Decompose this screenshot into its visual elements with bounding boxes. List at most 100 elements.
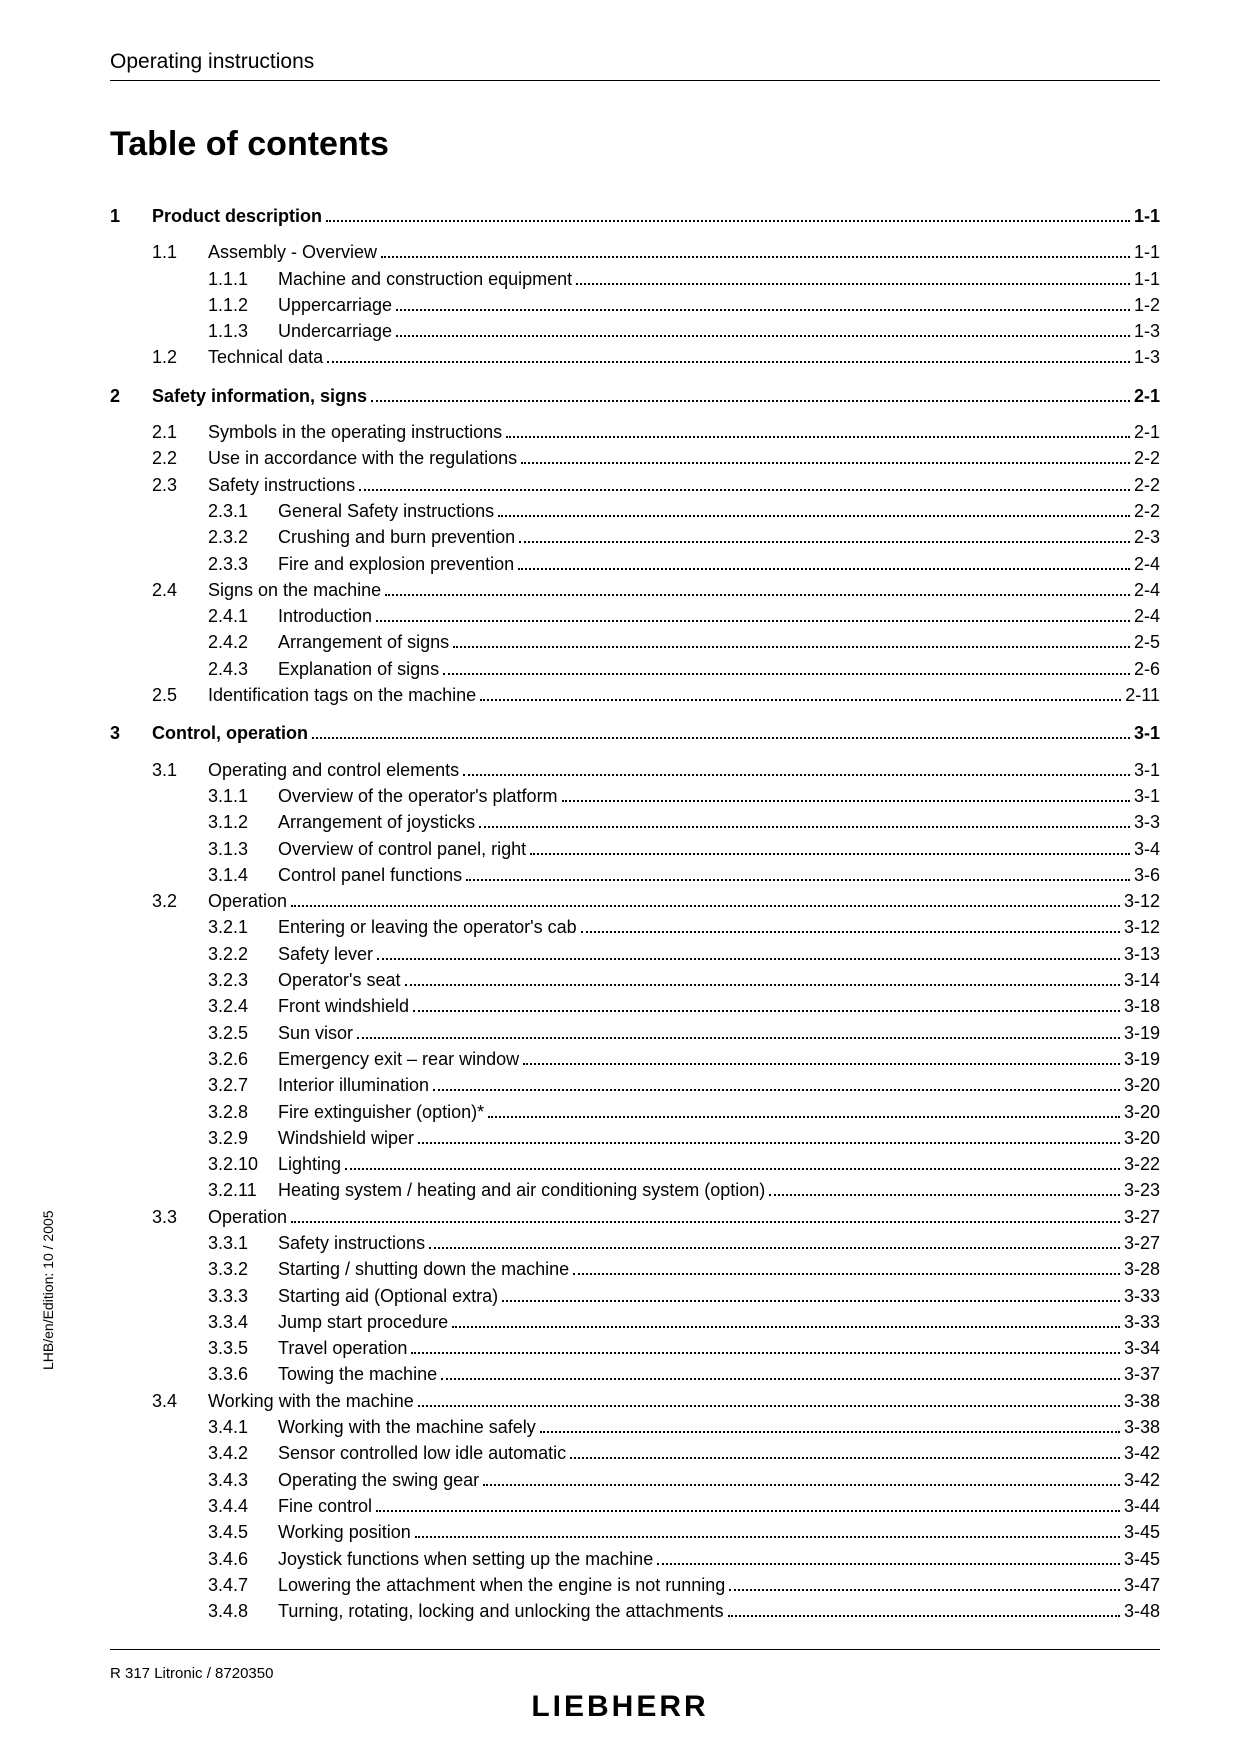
toc-subsection: 3.4.2Sensor controlled low idle automati…: [110, 1441, 1160, 1465]
toc-subsection: 3.2.9Windshield wiper 3-20: [110, 1126, 1160, 1150]
toc-subsection-num: 1.1.1: [208, 267, 278, 291]
toc-subsection-num: 3.1.4: [208, 863, 278, 887]
toc-chapter-num: 2: [110, 384, 152, 408]
toc-subsection: 3.2.4Front windshield 3-18: [110, 994, 1160, 1018]
toc-subsection-page: 3-27: [1124, 1231, 1160, 1255]
toc-section-page: 2-2: [1134, 473, 1160, 497]
toc-subsection: 3.4.1Working with the machine safely 3-3…: [110, 1415, 1160, 1439]
toc-subsection-title: Operating the swing gear: [278, 1468, 479, 1492]
toc-subsection-page: 3-48: [1124, 1599, 1160, 1623]
toc-subsection: 1.1.3Undercarriage 1-3: [110, 319, 1160, 343]
toc-subsection-page: 3-47: [1124, 1573, 1160, 1597]
toc-section: 3.3Operation 3-27: [110, 1205, 1160, 1229]
toc-dots: [345, 1154, 1120, 1170]
toc-subsection-page: 3-45: [1124, 1547, 1160, 1571]
toc-subsection-title: Safety instructions: [278, 1231, 425, 1255]
toc-dots: [769, 1180, 1120, 1196]
toc-subsection-num: 3.3.4: [208, 1310, 278, 1334]
toc-subsection: 2.4.1Introduction 2-4: [110, 604, 1160, 628]
toc-subsection-page: 3-23: [1124, 1178, 1160, 1202]
toc-dots: [506, 422, 1130, 438]
toc-subsection-num: 3.2.9: [208, 1126, 278, 1150]
toc-subsection: 3.3.1Safety instructions 3-27: [110, 1231, 1160, 1255]
toc-subsection-title: Fire and explosion prevention: [278, 552, 514, 576]
toc-subsection: 3.2.6Emergency exit – rear window 3-19: [110, 1047, 1160, 1071]
toc-subsection-num: 3.4.2: [208, 1441, 278, 1465]
toc-subsection-title: Operator's seat: [278, 968, 401, 992]
toc-subsection-title: Travel operation: [278, 1336, 407, 1360]
toc-subsection-title: Introduction: [278, 604, 372, 628]
toc-subsection-num: 3.1.2: [208, 810, 278, 834]
toc-dots: [452, 1312, 1120, 1328]
toc-section: 1.1Assembly - Overview 1-1: [110, 240, 1160, 264]
toc-subsection-num: 3.4.8: [208, 1599, 278, 1623]
toc-dots: [728, 1601, 1120, 1617]
toc-section: 2.1Symbols in the operating instructions…: [110, 420, 1160, 444]
page-content: Operating instructions Table of contents…: [110, 50, 1160, 1650]
toc-section: 2.5Identification tags on the machine 2-…: [110, 683, 1160, 707]
toc-subsection-title: Interior illumination: [278, 1073, 429, 1097]
toc-chapter: 1Product description 1-1: [110, 204, 1160, 228]
toc-section-num: 1.1: [152, 240, 208, 264]
toc-subsection-num: 2.3.1: [208, 499, 278, 523]
toc-subsection-title: Fire extinguisher (option)*: [278, 1100, 484, 1124]
toc-dots: [483, 1469, 1120, 1485]
toc-dots: [570, 1443, 1120, 1459]
toc-subsection-num: 3.2.10: [208, 1152, 278, 1176]
toc-subsection: 3.1.4Control panel functions 3-6: [110, 863, 1160, 887]
toc-subsection-page: 3-13: [1124, 942, 1160, 966]
toc-dots: [377, 944, 1120, 960]
toc-subsection: 3.2.8Fire extinguisher (option)* 3-20: [110, 1100, 1160, 1124]
toc-subsection: 3.2.5Sun visor 3-19: [110, 1021, 1160, 1045]
toc-subsection: 3.3.3Starting aid (Optional extra) 3-33: [110, 1284, 1160, 1308]
toc-dots: [418, 1128, 1120, 1144]
toc-subsection-page: 3-22: [1124, 1152, 1160, 1176]
toc-subsection-num: 3.2.1: [208, 915, 278, 939]
toc-subsection: 3.1.2Arrangement of joysticks 3-3: [110, 810, 1160, 834]
toc-subsection-title: Machine and construction equipment: [278, 267, 572, 291]
toc-dots: [479, 812, 1130, 828]
toc-subsection-page: 3-19: [1124, 1021, 1160, 1045]
toc-subsection-num: 2.3.3: [208, 552, 278, 576]
toc-section-title: Technical data: [208, 345, 323, 369]
toc-subsection-title: Working position: [278, 1520, 411, 1544]
toc-subsection-page: 3-18: [1124, 994, 1160, 1018]
toc-subsection-title: Towing the machine: [278, 1362, 437, 1386]
toc-dots: [443, 659, 1130, 675]
toc-subsection-page: 3-19: [1124, 1047, 1160, 1071]
toc-dots: [429, 1233, 1120, 1249]
toc-section-num: 2.5: [152, 683, 208, 707]
toc-subsection-page: 3-33: [1124, 1284, 1160, 1308]
toc-subsection-num: 3.2.11: [208, 1178, 278, 1202]
toc-subsection-page: 2-2: [1134, 499, 1160, 523]
toc-subsection-num: 3.3.6: [208, 1362, 278, 1386]
toc-section-num: 3.2: [152, 889, 208, 913]
toc-subsection-page: 3-34: [1124, 1336, 1160, 1360]
toc-subsection-page: 3-37: [1124, 1362, 1160, 1386]
toc-subsection-num: 3.3.3: [208, 1284, 278, 1308]
toc-subsection-page: 2-4: [1134, 604, 1160, 628]
toc-subsection-page: 3-12: [1124, 915, 1160, 939]
table-of-contents: 1Product description 1-1 1.1Assembly - Ov…: [110, 204, 1160, 1623]
toc-chapter-num: 3: [110, 721, 152, 745]
toc-dots: [573, 1259, 1120, 1275]
toc-section-page: 3-27: [1124, 1205, 1160, 1229]
toc-subsection-page: 2-6: [1134, 657, 1160, 681]
toc-subsection: 3.2.2Safety lever 3-13: [110, 942, 1160, 966]
toc-subsection: 3.2.10Lighting 3-22: [110, 1152, 1160, 1176]
toc-section-title: Operation: [208, 889, 287, 913]
toc-dots: [381, 242, 1130, 258]
toc-subsection-title: Undercarriage: [278, 319, 392, 343]
toc-subsection-num: 3.2.7: [208, 1073, 278, 1097]
toc-subsection-page: 3-42: [1124, 1468, 1160, 1492]
toc-subsection-title: Working with the machine safely: [278, 1415, 536, 1439]
toc-subsection-num: 3.2.3: [208, 968, 278, 992]
toc-subsection-page: 2-4: [1134, 552, 1160, 576]
toc-section-title: Assembly - Overview: [208, 240, 377, 264]
toc-subsection-title: Entering or leaving the operator's cab: [278, 915, 577, 939]
page-header-title: Operating instructions: [110, 50, 1160, 81]
toc-dots: [433, 1075, 1120, 1091]
toc-dots: [576, 268, 1130, 284]
toc-subsection: 3.2.3Operator's seat 3-14: [110, 968, 1160, 992]
toc-subsection-page: 1-1: [1134, 267, 1160, 291]
